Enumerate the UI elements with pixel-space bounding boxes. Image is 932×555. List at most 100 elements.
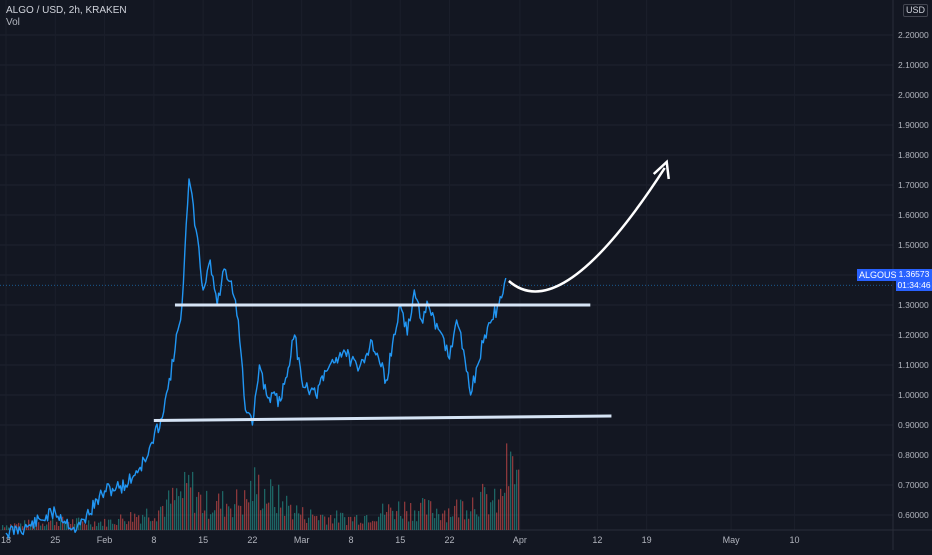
y-tick-label: 0.90000 — [898, 420, 929, 430]
volume-bar — [98, 522, 100, 530]
volume-bar — [248, 502, 250, 530]
volume-bar — [62, 516, 64, 530]
volume-bar — [134, 513, 136, 530]
volume-bar — [382, 503, 384, 530]
volume-bar — [140, 523, 142, 530]
volume-bar — [318, 520, 320, 530]
volume-bar — [254, 467, 256, 530]
volume-bar — [398, 501, 400, 530]
x-tick-label: 25 — [50, 535, 60, 545]
volume-bar — [488, 514, 490, 530]
volume-bar — [490, 502, 492, 530]
volume-bar — [452, 516, 454, 530]
volume-bar — [516, 469, 518, 530]
volume-bar — [38, 522, 40, 530]
volume-bar — [164, 516, 166, 530]
volume-bar — [502, 496, 504, 530]
volume-bar — [92, 526, 94, 530]
volume-bar — [214, 510, 216, 530]
volume-bar — [128, 521, 130, 530]
volume-bar — [412, 520, 414, 530]
volume-bar — [330, 515, 332, 530]
volume-bar — [18, 522, 20, 530]
volume-bar — [66, 522, 68, 530]
volume-bar — [322, 514, 324, 530]
volume-bar — [410, 503, 412, 530]
volume-bar — [196, 496, 198, 530]
volume-bar — [362, 523, 364, 530]
volume-bar — [138, 515, 140, 530]
y-tick-label: 1.20000 — [898, 330, 929, 340]
volume-bar — [162, 505, 164, 530]
volume-bar — [454, 505, 456, 530]
volume-bar — [462, 501, 464, 530]
last-price-tag: 1.36573 01:34:46 — [896, 269, 932, 291]
volume-bar — [70, 523, 72, 530]
volume-bar — [518, 469, 520, 530]
volume-bar — [104, 518, 106, 530]
y-tick-label: 1.60000 — [898, 210, 929, 220]
volume-bar — [132, 521, 134, 530]
volume-bar — [256, 494, 258, 530]
volume-bar — [184, 471, 186, 530]
volume-bar — [428, 500, 430, 530]
volume-bar — [464, 519, 466, 530]
volume-bar — [124, 521, 126, 530]
y-tick-label: 1.80000 — [898, 150, 929, 160]
volume-bar — [312, 514, 314, 530]
volume-bar — [190, 487, 192, 530]
volume-bar — [360, 522, 362, 530]
volume-bar — [310, 509, 312, 530]
x-tick-label: 15 — [395, 535, 405, 545]
volume-bar — [84, 523, 86, 530]
volume-bar — [406, 511, 408, 530]
volume-bar — [328, 517, 330, 530]
volume-bar — [408, 521, 410, 530]
volume-bar — [34, 525, 36, 530]
volume-bar — [434, 518, 436, 530]
y-tick-label: 1.10000 — [898, 360, 929, 370]
x-tick-label: 18 — [1, 535, 11, 545]
x-tick-label: Mar — [294, 535, 310, 545]
support-line[interactable] — [153, 414, 612, 422]
volume-bar — [244, 490, 246, 530]
volume-bar — [444, 510, 446, 530]
volume-bar — [290, 504, 292, 530]
x-tick-label: May — [723, 535, 741, 545]
x-tick-label: 8 — [348, 535, 353, 545]
volume-bar — [64, 522, 66, 530]
volume-bar — [492, 500, 494, 530]
volume-bar — [440, 520, 442, 530]
volume-bar — [370, 522, 372, 530]
volume-bar — [174, 500, 176, 530]
volume-bar — [160, 506, 162, 530]
volume-bar — [448, 508, 450, 530]
volume-bar — [286, 495, 288, 530]
volume-bar — [208, 518, 210, 530]
volume-bar — [450, 516, 452, 530]
volume-bar — [232, 517, 234, 530]
volume-bar — [298, 513, 300, 530]
volume-bar — [402, 518, 404, 530]
volume-bar — [506, 443, 508, 530]
volume-bar — [350, 516, 352, 530]
volume-bar — [178, 496, 180, 530]
x-tick-label: 19 — [642, 535, 652, 545]
volume-bar — [416, 521, 418, 530]
volume-bar — [276, 513, 278, 530]
volume-bar — [96, 526, 98, 530]
volume-bar — [486, 494, 488, 530]
volume-bar — [400, 515, 402, 530]
volume-bar — [272, 486, 274, 530]
currency-button[interactable]: USD — [903, 4, 929, 17]
volume-bar — [336, 510, 338, 530]
projection-arrow[interactable] — [508, 167, 666, 293]
volume-bar — [72, 519, 74, 530]
volume-bar — [222, 491, 224, 530]
volume-bar — [356, 514, 358, 530]
volume-bar — [168, 490, 170, 530]
volume-bar — [348, 516, 350, 530]
volume-bar — [130, 512, 132, 530]
